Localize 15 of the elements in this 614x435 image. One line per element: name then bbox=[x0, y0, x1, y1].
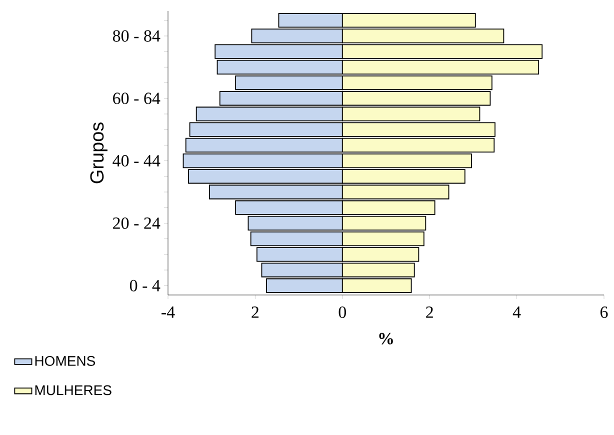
x-tick-label: -4 bbox=[162, 306, 175, 318]
x-axis-title: % bbox=[379, 332, 393, 344]
y-tick-label: 0 - 4 bbox=[130, 280, 160, 292]
y-axis-title: Grupos bbox=[90, 122, 108, 184]
x-tick-label: 2 bbox=[426, 306, 433, 318]
y-tick-label: 60 - 64 bbox=[113, 92, 160, 104]
x-tick-label: 0 bbox=[338, 306, 346, 318]
legend-label: HOMENS bbox=[35, 356, 96, 366]
y-tick-label: 40 - 44 bbox=[112, 155, 160, 167]
x-tick-label: 6 bbox=[600, 306, 608, 318]
x-tick-label: 4 bbox=[512, 306, 521, 318]
y-tick-label: 80 - 84 bbox=[112, 30, 160, 42]
y-tick-label: 20 - 24 bbox=[113, 217, 160, 229]
x-tick-label: 2 bbox=[252, 306, 259, 318]
legend-label: MULHERES bbox=[35, 385, 112, 396]
